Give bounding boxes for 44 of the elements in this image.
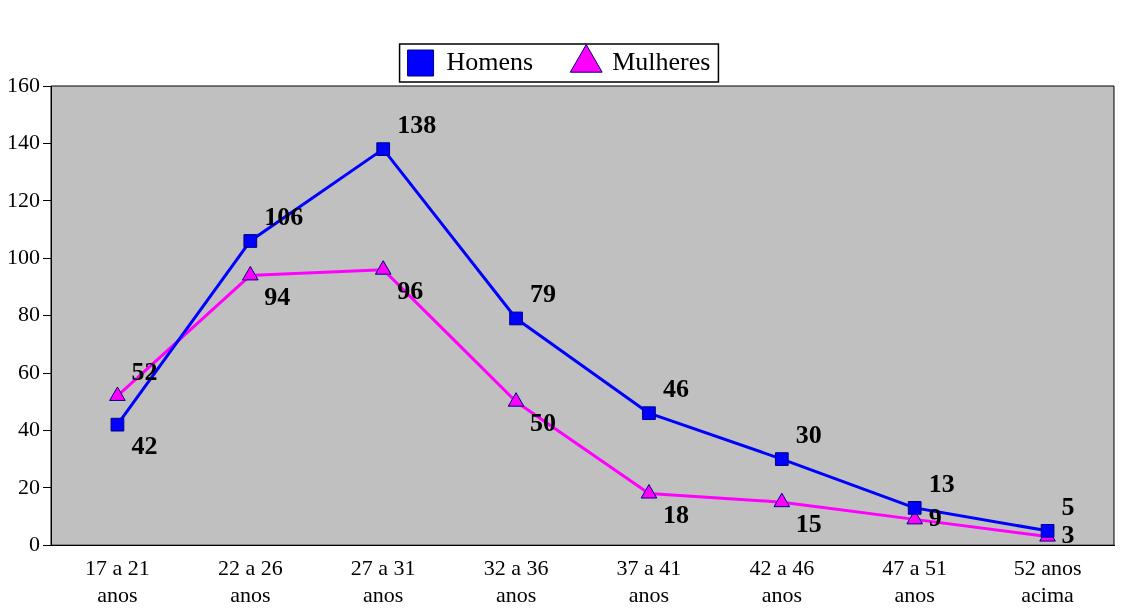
data-label: 94 — [264, 282, 291, 312]
x-tick-label: 32 a 36 anos — [483, 555, 549, 607]
x-tick-label: 17 a 21 anos — [85, 555, 150, 607]
data-label: 138 — [397, 109, 437, 139]
point — [376, 142, 391, 156]
point — [640, 484, 658, 499]
y-tick-label: 120 — [7, 186, 40, 212]
point — [109, 386, 126, 401]
point — [774, 452, 789, 466]
data-label: 15 — [795, 508, 822, 538]
point — [507, 392, 525, 407]
point — [110, 417, 125, 432]
y-tick-label: 140 — [7, 129, 40, 155]
point — [509, 311, 523, 326]
data-label: 79 — [530, 279, 557, 309]
point — [1040, 523, 1055, 538]
data-label: 30 — [795, 419, 822, 449]
legend-label: Mulheres — [612, 46, 711, 76]
data-label: 18 — [662, 500, 689, 530]
legend-label: Homens — [446, 46, 534, 76]
data-label: 13 — [928, 468, 955, 498]
x-tick-label: 27 a 31 anos — [350, 555, 416, 607]
y-tick-label: 40 — [18, 416, 40, 442]
x-tick-label: 22 a 26 anos — [217, 555, 283, 607]
data-label: 5 — [1061, 491, 1075, 521]
y-tick-label: 20 — [18, 473, 40, 499]
x-tick-label: 42 a 46 anos — [749, 555, 815, 607]
data-label: 3 — [1061, 520, 1075, 550]
point — [907, 501, 922, 515]
point — [773, 492, 791, 508]
point — [242, 265, 259, 281]
y-tick-label: 160 — [7, 71, 40, 97]
point — [642, 406, 656, 421]
x-tick-label: 37 a 41 anos — [616, 555, 682, 607]
y-tick-label: 80 — [18, 301, 40, 327]
point — [243, 234, 258, 248]
data-label: 46 — [662, 373, 689, 403]
x-tick-label: 47 a 51 anos — [882, 555, 948, 607]
y-tick-label: 100 — [7, 243, 40, 269]
data-label: 42 — [131, 431, 158, 461]
y-tick-label: 0 — [29, 530, 40, 556]
point — [374, 260, 392, 275]
y-tick-label: 60 — [18, 358, 40, 384]
x-tick-label: 52 anos acima — [1013, 555, 1082, 607]
